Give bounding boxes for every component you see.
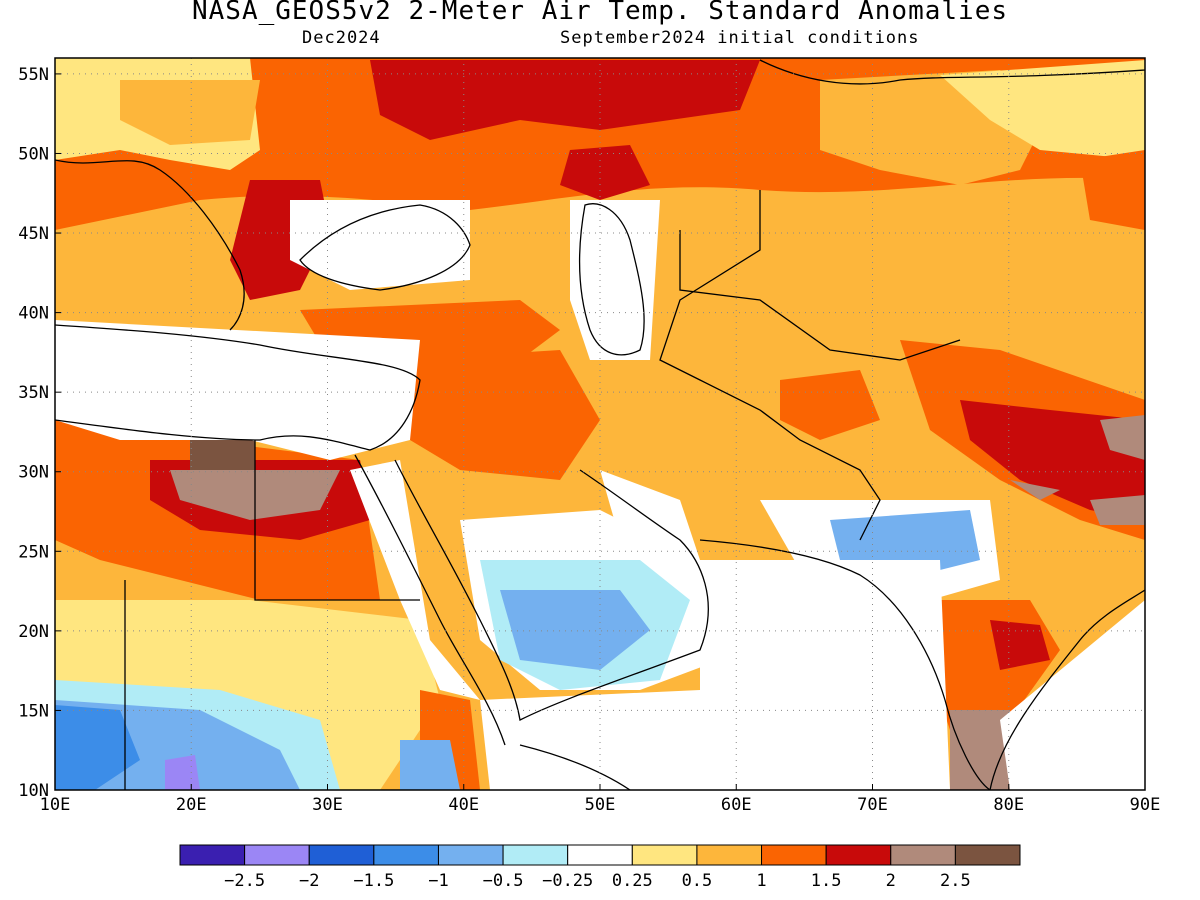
lat-tick-label: 30N — [18, 463, 49, 483]
colorbar-swatch — [567, 844, 633, 866]
field-red-sea-mask — [350, 460, 480, 700]
colorbar-tick-label: −1 — [428, 871, 448, 891]
lon-tick-label: 10E — [40, 795, 71, 815]
colorbar-labels: −2.5 −2 −1.5 −1 −0.5 −0.25 0.25 0.5 1 1.5 2 2.5 — [224, 871, 971, 891]
colorbar-swatch — [631, 844, 698, 866]
colorbar-swatch — [373, 844, 439, 866]
longitude-axis: 10E 20E 30E 40E 50E 60E 70E 80E 90E — [40, 795, 1161, 815]
colorbar-swatch — [890, 844, 956, 866]
lon-tick-label: 80E — [993, 795, 1024, 815]
field-caspian-mask — [570, 200, 660, 360]
colorbar-tick-label: 2 — [886, 871, 896, 891]
field-mongolia — [940, 60, 1145, 160]
field-himalaya-core — [960, 400, 1145, 520]
colorbar-tick-label: 0.5 — [682, 871, 713, 891]
field-black-sea-mask — [290, 200, 470, 290]
field-ethiopia-cool — [400, 740, 460, 790]
colorbar-tick-label: −0.25 — [542, 871, 593, 891]
black-sea-outline — [299, 204, 471, 291]
field-northeast-orange — [1080, 150, 1145, 230]
lat-tick-label: 55N — [18, 65, 49, 85]
colorbar-tick-label: −1.5 — [353, 871, 394, 891]
field-mediterranean-mask — [55, 320, 420, 460]
colorbar-swatch — [954, 844, 1021, 866]
lon-tick-label: 70E — [857, 795, 888, 815]
initial-conditions-label: September2024 initial conditions — [560, 28, 920, 48]
field-iraq — [400, 350, 600, 480]
lat-tick-label: 20N — [18, 622, 49, 642]
india-west-coast — [699, 539, 991, 790]
kazakh-border — [679, 230, 961, 361]
field-himalaya-peak-2 — [1010, 480, 1060, 500]
field-arabian-sea-mask — [700, 560, 950, 790]
lat-tick-label: 10N — [18, 781, 49, 801]
field-india-east-core — [990, 620, 1050, 670]
lon-tick-label: 50E — [585, 795, 616, 815]
colorbar-swatch — [825, 844, 892, 866]
latitude-axis: 10N 15N 20N 25N 30N 35N 40N 45N 50N 55N — [18, 65, 49, 801]
field-bay-bengal-mask — [1000, 600, 1145, 790]
lat-tick-label: 50N — [18, 144, 49, 164]
colorbar-tick-label: −0.5 — [483, 871, 524, 891]
map-title: NASA_GEOS5v2 2-Meter Air Temp. Standard … — [191, 0, 1008, 26]
lat-tick-label: 25N — [18, 542, 49, 562]
india-east-coast — [989, 589, 1145, 790]
lon-tick-label: 20E — [176, 795, 207, 815]
field-west-europe-inner — [120, 80, 260, 145]
colorbar-tick-label: −2 — [299, 871, 319, 891]
plot-frame — [54, 57, 1146, 791]
colorbar — [179, 844, 1021, 866]
field-afghan-core — [780, 370, 880, 440]
lon-tick-label: 60E — [721, 795, 752, 815]
lon-tick-label: 30E — [312, 795, 343, 815]
field-arabia-cooler — [500, 590, 650, 670]
field-himalaya-peak-3 — [1090, 495, 1145, 525]
colorbar-tick-label: 2.5 — [940, 871, 971, 891]
colorbar-swatch — [308, 844, 375, 866]
field-sahel-cold — [55, 705, 140, 790]
field-north-core — [370, 60, 760, 140]
lat-tick-label: 15N — [18, 701, 49, 721]
red-sea-west-coast — [354, 454, 506, 746]
coastlines — [55, 59, 1145, 790]
colorbar-swatch — [761, 844, 827, 866]
colorbar-swatch — [502, 844, 569, 866]
lon-tick-label: 90E — [1130, 795, 1161, 815]
horn-africa-coast — [519, 744, 631, 790]
colorbar-swatch — [179, 844, 246, 866]
field-gulf-aden-mask — [480, 690, 700, 790]
field-sahel-cold-peak — [165, 755, 200, 790]
colorbar-tick-label: 1.5 — [811, 871, 842, 891]
colorbar-tick-label: −2.5 — [224, 871, 265, 891]
field-caspian-north-core — [560, 145, 650, 200]
colorbar-swatch — [437, 844, 504, 866]
valid-month-label: Dec2024 — [302, 28, 381, 48]
colorbar-swatch — [696, 844, 763, 866]
russia-border — [759, 59, 1145, 85]
egypt-border — [254, 440, 420, 601]
lon-tick-label: 40E — [448, 795, 479, 815]
lat-tick-label: 45N — [18, 224, 49, 244]
colorbar-tick-label: 0.25 — [612, 871, 653, 891]
colorbar-swatch — [244, 844, 310, 866]
central-asia-border — [659, 190, 881, 541]
lat-tick-label: 35N — [18, 383, 49, 403]
field-himalaya-peak-1 — [1100, 415, 1145, 460]
field-libya-peak-dark — [190, 440, 255, 470]
caspian-outline — [578, 203, 645, 356]
colorbar-tick-label: 1 — [756, 871, 766, 891]
lat-tick-label: 40N — [18, 304, 49, 324]
mediterranean-outline — [55, 324, 421, 451]
arabia-coast — [394, 459, 709, 721]
europe-coast — [55, 159, 245, 331]
field-gulf-mask — [600, 470, 700, 560]
